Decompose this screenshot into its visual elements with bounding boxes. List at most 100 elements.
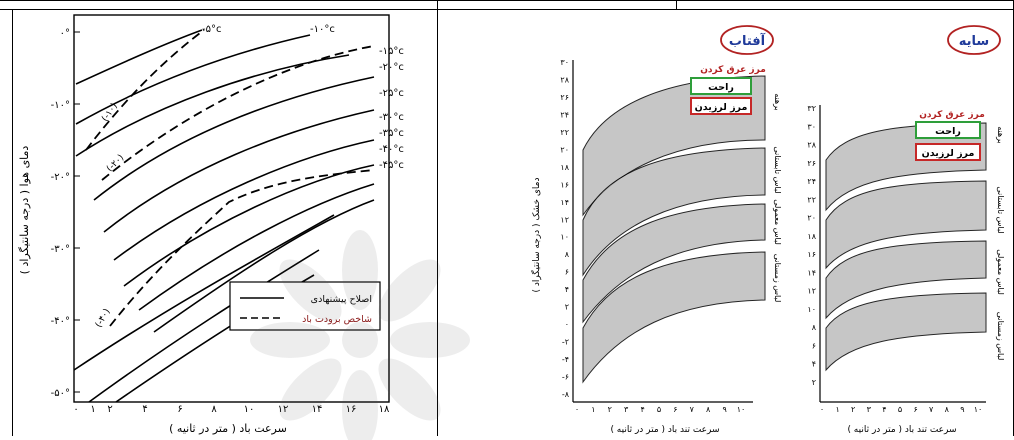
y-tick: ۱۶ — [560, 180, 569, 189]
band-label: لباس زمستانی — [996, 312, 1005, 361]
y-tick: ۳۲ — [807, 104, 816, 113]
isotherm-curve — [75, 29, 203, 85]
x-tick: ۹ — [960, 405, 964, 414]
x-tick: ۸ — [211, 404, 217, 415]
y-tick: ۰ — [565, 320, 569, 329]
y-tick: ۶ — [565, 268, 569, 277]
x-axis-label: سرعت تند باد ( متر در ثانیه ) — [847, 425, 956, 435]
chart-title: آفتاب — [729, 32, 766, 49]
curve-label: -۲۰°c — [379, 62, 404, 73]
wind-chill-dashed-curve — [109, 169, 375, 327]
y-tick: ۶ — [812, 341, 816, 350]
isotherm-curve — [103, 109, 375, 233]
curve-label: -۱۵°c — [379, 46, 404, 57]
watermark-rosette — [250, 230, 470, 440]
y-tick: ۱۴ — [807, 268, 816, 277]
x-tick: ۱۰ — [244, 404, 255, 415]
table-row-divider — [0, 9, 1014, 10]
table-top-border — [0, 0, 1014, 1]
y-tick: ۲ — [565, 303, 569, 312]
sun-comfort-chart: آفتاب ۳۰ ۲۸ ۲۶ ۲۴ ۲۲ ۲۰ ۱۸ ۱۶ ۱۴ ۱۲ ۱۰ ۸ ۶ ۴ ۲ ۰ -۲ -۴ -۶-… — [525, 10, 790, 436]
y-tick: ۲۲ — [560, 128, 569, 137]
x-tick: ۳ — [867, 405, 872, 414]
y-tick: ۳۰ — [807, 122, 816, 131]
curve-label: -۵°c — [202, 24, 221, 35]
curve-label: -۳۰°c — [379, 112, 404, 123]
y-axis-label: دمای هوا ( درجه سانتیگراد ) — [18, 146, 31, 275]
band-winter — [582, 251, 766, 384]
y-tick: ۲۸ — [560, 75, 569, 84]
curve-label: -۳۵°c — [379, 128, 404, 139]
y-tick: ۱۰ — [560, 233, 569, 242]
y-tick: ۲ — [812, 378, 816, 387]
band-label: لباس معمولی — [996, 249, 1005, 295]
dashed-curve-label: (-۲۰) — [105, 153, 126, 174]
y-tick: ۴ — [812, 360, 816, 369]
sweat-boundary-label: مرز عرق کردن — [919, 110, 985, 120]
band-label: برهنه — [996, 126, 1005, 144]
y-tick: -۱۰° — [51, 100, 70, 111]
band-summer — [582, 147, 766, 277]
isotherm-curve — [93, 76, 375, 201]
x-tick: ۰ — [820, 405, 824, 414]
table-left-border — [12, 9, 13, 436]
band-label: لباس زمستانی — [773, 254, 782, 303]
legend-solid-label: اصلاح پیشنهادی — [311, 294, 372, 305]
x-tick: ۳ — [624, 405, 629, 414]
y-tick: -۲ — [562, 338, 569, 347]
band-normal — [582, 203, 766, 324]
band-label: لباس تابستانی — [996, 186, 1005, 233]
x-tick: ۴ — [640, 405, 644, 414]
y-tick: ۱۸ — [560, 163, 569, 172]
y-tick: ۲۸ — [807, 141, 816, 150]
y-tick: ۱۲ — [807, 287, 816, 296]
x-tick: ۶ — [673, 405, 677, 414]
x-tick: ۱۴ — [312, 404, 323, 415]
wind-chill-dashed-curve — [85, 29, 205, 151]
band-label: برهنه — [773, 93, 782, 111]
band-label: لباس معمولی — [773, 199, 782, 245]
y-tick: -۵۰° — [51, 388, 70, 399]
x-tick: ۰ — [575, 405, 579, 414]
y-tick: ۲۴ — [560, 110, 569, 119]
y-tick: -۶ — [562, 373, 569, 382]
y-tick: -۲۰° — [51, 172, 70, 183]
band-summer — [825, 180, 987, 270]
y-tick: ۱۴ — [560, 198, 569, 207]
x-tick: ۱۰ — [974, 405, 983, 414]
x-tick: ۵ — [657, 405, 661, 414]
x-tick: ۷ — [929, 405, 934, 414]
x-tick: ۱ — [835, 405, 839, 414]
y-tick: -۳۰° — [51, 244, 70, 255]
x-tick: ۶ — [913, 405, 917, 414]
x-tick: ۷ — [690, 405, 695, 414]
y-tick: ۸ — [812, 323, 817, 332]
curve-label: -۴۵°c — [379, 160, 404, 171]
x-tick: ۲ — [608, 405, 612, 414]
x-axis-label: سرعت تند باد ( متر در ثانیه ) — [610, 425, 719, 435]
y-tick: ۱۲ — [560, 215, 569, 224]
x-tick: ۲ — [107, 404, 112, 415]
y-tick: ۲۴ — [807, 177, 816, 186]
x-tick: ۴ — [882, 405, 886, 414]
x-axis-label: سرعت باد ( متر در ثانیه ) — [169, 422, 287, 435]
x-tick: ۰ — [73, 404, 78, 415]
x-tick: ۴ — [142, 404, 147, 415]
curve-label: -۱۰°c — [310, 24, 335, 35]
y-tick: -۴۰° — [51, 316, 70, 327]
x-tick: ۵ — [898, 405, 902, 414]
wind-chill-dashed-curve — [101, 45, 375, 181]
y-tick: ۱۸ — [807, 232, 816, 241]
y-tick: ۲۰ — [560, 145, 569, 154]
table-middle-divider — [437, 0, 438, 436]
x-tick: ۸ — [945, 405, 950, 414]
band-normal — [825, 240, 987, 320]
chart-title: سایه — [959, 34, 989, 49]
shiver-boundary-label: مرز لرزیدن — [922, 148, 975, 159]
band-label: لباس تابستانی — [773, 146, 782, 193]
x-tick: ۱۰ — [737, 405, 746, 414]
x-tick: ۶ — [177, 404, 182, 415]
y-tick: ۸ — [565, 250, 570, 259]
y-axis-label: دمای خشک ( درجه سانتیگراد ) — [530, 178, 542, 293]
